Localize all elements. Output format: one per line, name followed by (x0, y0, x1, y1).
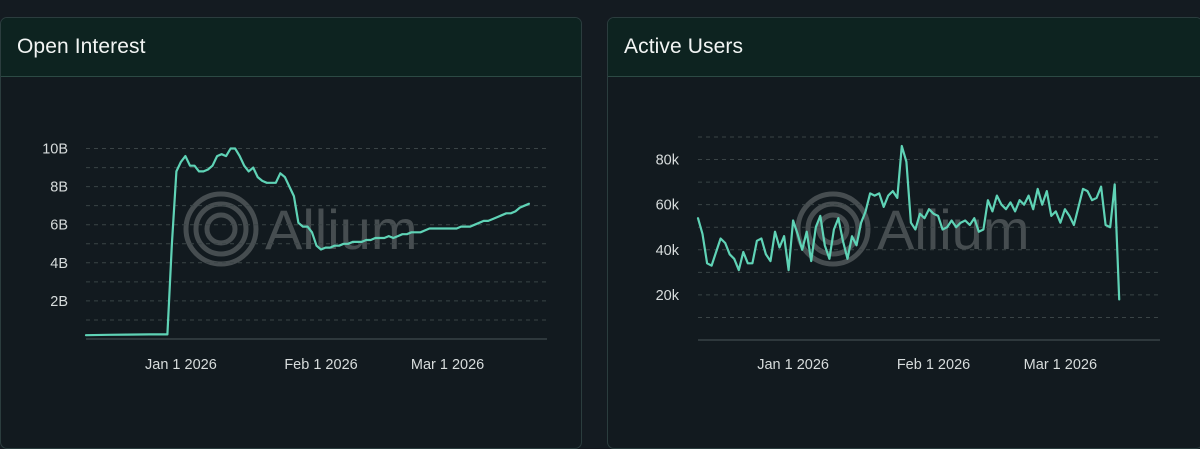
y-tick-label: 8B (50, 180, 68, 196)
active-users-header: Active Users (608, 18, 1200, 77)
y-tick-label: 4B (50, 256, 68, 272)
watermark-ring (183, 191, 259, 267)
x-tick-label: Jan 1 2026 (145, 357, 217, 373)
watermark-ring (204, 212, 238, 246)
watermark-ring (805, 201, 861, 257)
watermark-text: Allium (265, 198, 417, 261)
y-tick-label: 20k (656, 288, 680, 304)
y-tick-label: 60k (656, 198, 680, 214)
series-line (696, 144, 1121, 301)
open-interest-title: Open Interest (17, 35, 146, 58)
active-users-title: Active Users (624, 35, 744, 58)
x-tick-label: Mar 1 2026 (1024, 357, 1097, 373)
open-interest-chart: Allium 2B 4B 6B 8B 10B Jan 1 2026 Feb 1 2026 Mar… (42, 142, 547, 373)
watermark-ring (193, 201, 249, 257)
series-line (84, 147, 531, 337)
watermark-ring (795, 191, 871, 267)
watermark-ring (216, 224, 226, 234)
y-tick-label: 10B (42, 142, 68, 158)
y-tick-label: 2B (50, 294, 68, 310)
y-tick-label: 40k (656, 243, 680, 259)
y-tick-label: 80k (656, 153, 680, 169)
active-users-card: Active Users Allium 20k 40k 60k 80k Jan 1 202… (607, 17, 1200, 449)
x-tick-label: Jan 1 2026 (757, 357, 829, 373)
y-tick-label: 6B (50, 218, 68, 234)
x-tick-label: Feb 1 2026 (284, 357, 357, 373)
x-tick-label: Mar 1 2026 (411, 357, 484, 373)
open-interest-header: Open Interest (1, 18, 581, 77)
watermark-ring (816, 212, 850, 246)
allium-watermark: Allium (183, 191, 417, 267)
open-interest-card: Open Interest Allium 2B 4B 6B 8B 10B Jan 1 202… (0, 17, 582, 449)
x-tick-label: Feb 1 2026 (897, 357, 970, 373)
